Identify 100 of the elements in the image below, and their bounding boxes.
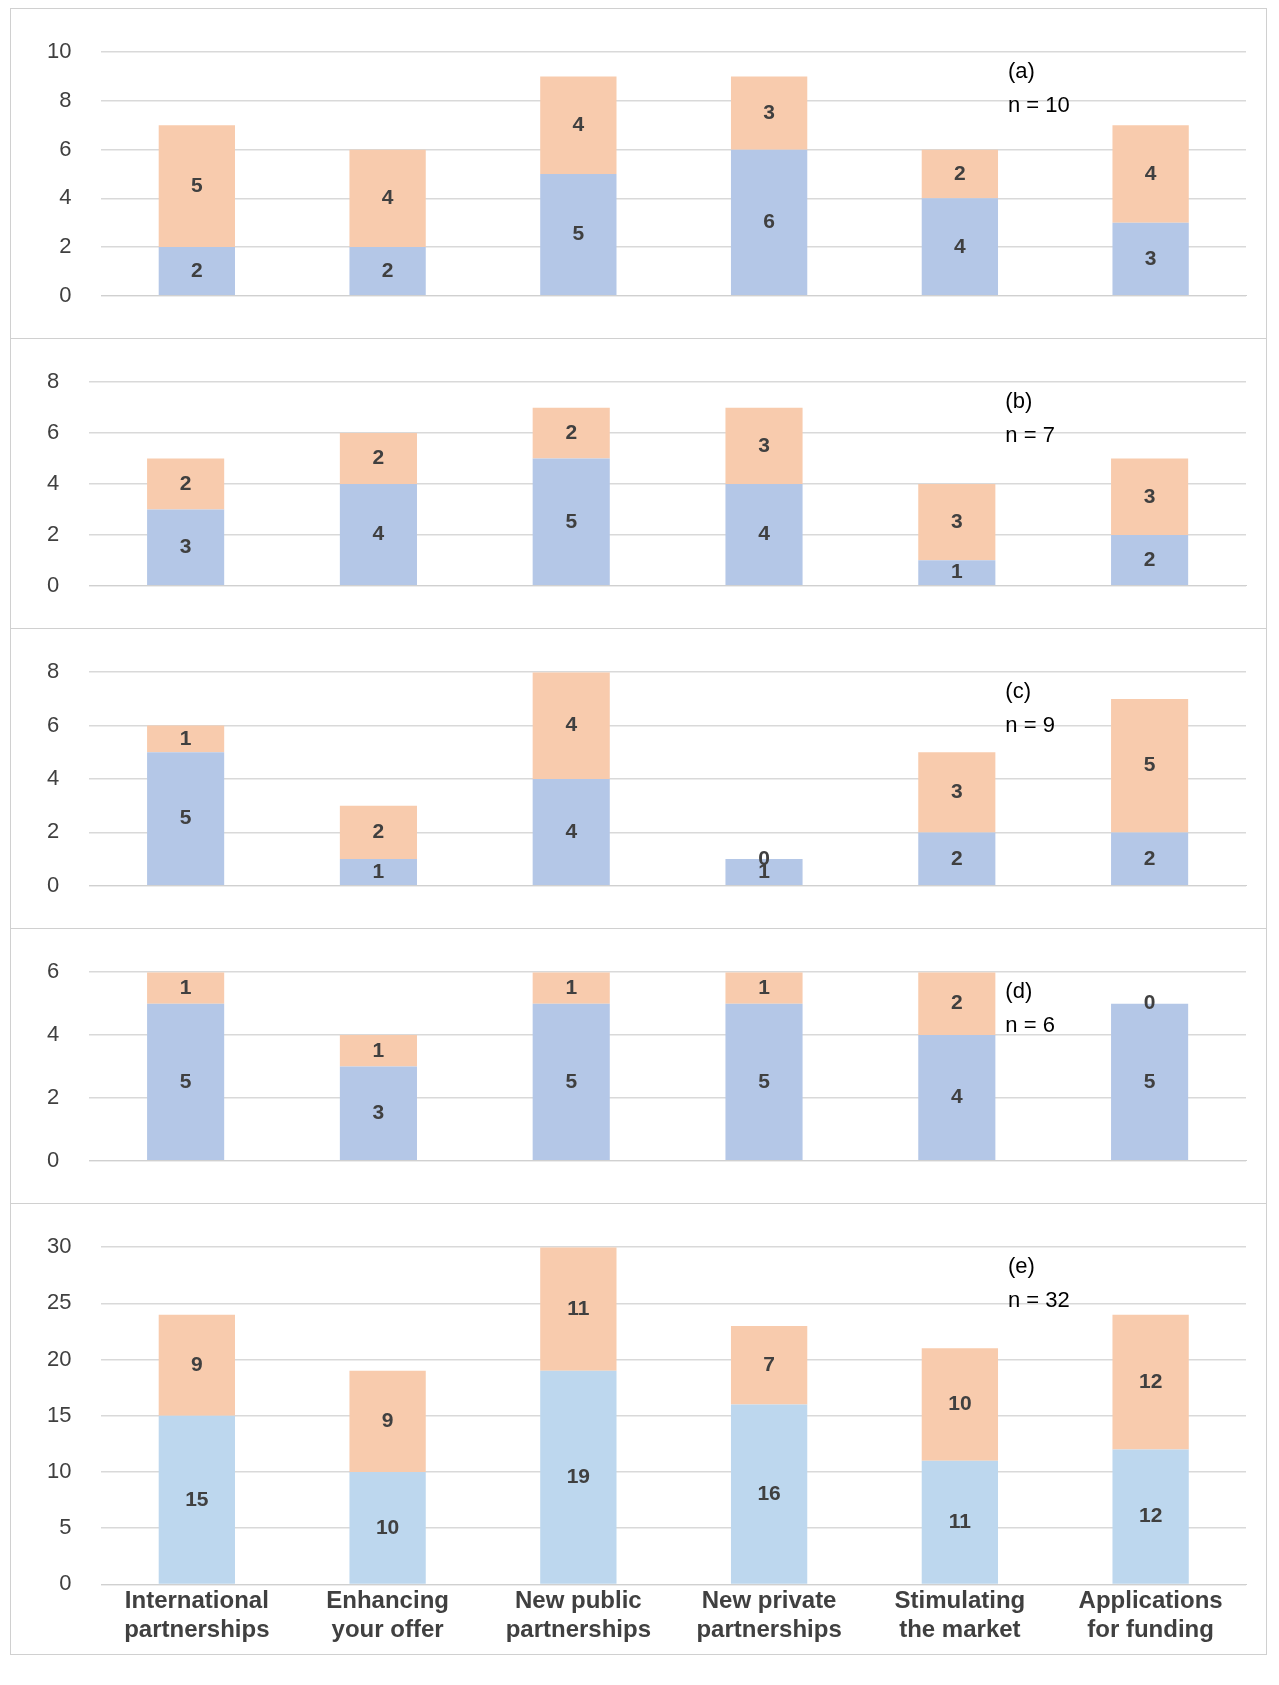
data-label: 12	[1138, 1503, 1163, 1527]
bar	[1112, 222, 1189, 296]
y-tick-label: 30	[46, 1233, 72, 1259]
data-label: 4	[565, 818, 578, 842]
data-label: 2	[1143, 546, 1156, 570]
x-tick-label: Applications for funding	[1078, 1586, 1223, 1643]
bar	[532, 407, 610, 459]
bar	[147, 509, 225, 586]
bar	[1112, 1314, 1189, 1450]
data-label: 4	[381, 185, 394, 209]
data-label: 5	[572, 221, 585, 245]
y-tick-label: 2	[46, 1084, 60, 1109]
bar	[339, 859, 417, 886]
x-tick-label: New public partnerships	[505, 1586, 652, 1643]
y-tick-label: 10	[46, 1458, 72, 1484]
bar	[1111, 832, 1189, 886]
data-label: 10	[375, 1514, 400, 1538]
data-label: 4	[372, 521, 385, 545]
bar	[725, 1003, 803, 1161]
annotation: (a)	[1008, 58, 1035, 84]
data-label: 3	[758, 432, 770, 456]
bar	[730, 76, 808, 150]
data-label: 1	[179, 974, 192, 998]
data-label: 0	[1143, 990, 1156, 1014]
data-label: 2	[372, 445, 385, 469]
data-label: 2	[950, 990, 963, 1014]
y-tick-label: 4	[46, 470, 60, 496]
data-label: 4	[572, 112, 585, 136]
bar	[921, 1460, 999, 1584]
y-tick-label: 6	[46, 419, 60, 445]
data-label: 2	[1143, 845, 1156, 869]
y-tick-label: 0	[46, 1146, 60, 1172]
data-label: 2	[372, 819, 385, 843]
y-tick-label: 0	[59, 1570, 72, 1596]
data-label: 2	[950, 845, 963, 869]
data-label: 4	[565, 712, 578, 736]
data-label: 15	[185, 1486, 209, 1510]
y-tick-label: 0	[46, 871, 60, 897]
bar	[730, 1404, 808, 1584]
annotation: n = 7	[1005, 422, 1055, 448]
data-label: 1	[179, 725, 192, 749]
data-label: 5	[1143, 752, 1156, 776]
bar	[918, 832, 996, 886]
bar	[339, 484, 417, 586]
x-tick-label: Stimulating the market	[894, 1586, 1026, 1643]
data-label: 3	[1144, 245, 1157, 269]
y-tick-label: 8	[59, 86, 72, 112]
bar	[349, 149, 426, 248]
bar	[147, 725, 225, 753]
data-label: 5	[179, 1068, 192, 1092]
y-tick-label: 5	[59, 1514, 72, 1540]
y-tick-label: 4	[59, 184, 72, 210]
bar	[918, 972, 996, 1036]
bar	[532, 779, 610, 886]
data-label: 5	[191, 172, 203, 196]
data-label: 6	[763, 209, 775, 233]
bar	[158, 1314, 235, 1416]
annotation: (d)	[1005, 978, 1033, 1004]
bar	[339, 1066, 417, 1161]
y-tick-label: 2	[46, 818, 60, 844]
data-label: 3	[763, 99, 775, 123]
bar	[730, 149, 808, 296]
data-label: 9	[381, 1408, 394, 1432]
data-label: 16	[757, 1480, 781, 1504]
bar	[921, 198, 999, 296]
data-label: 5	[758, 1068, 771, 1092]
bar	[1111, 698, 1189, 833]
x-tick-label: New private partnerships	[696, 1586, 842, 1643]
bar	[339, 1035, 417, 1067]
bar	[1112, 125, 1189, 223]
bar	[540, 1370, 617, 1584]
data-label: 1	[950, 559, 963, 583]
bar	[147, 752, 225, 886]
annotation: (c)	[1005, 678, 1032, 704]
data-label: 7	[763, 1352, 775, 1376]
y-tick-label: 15	[46, 1401, 72, 1427]
data-label: 10	[948, 1391, 972, 1415]
data-label: 5	[1143, 1068, 1156, 1092]
data-label: 11	[948, 1509, 972, 1532]
data-label: 2	[179, 470, 192, 494]
data-label: 3	[1143, 483, 1156, 507]
data-label: 5	[565, 1068, 578, 1092]
bar	[918, 1035, 996, 1161]
annotation: n = 32	[1008, 1287, 1070, 1313]
data-label: 4	[1144, 160, 1157, 184]
bar	[725, 407, 803, 484]
data-label: 2	[954, 160, 966, 184]
data-label: 11	[567, 1295, 590, 1319]
data-label: 3	[950, 779, 963, 803]
bar	[1111, 534, 1189, 586]
annotation: n = 9	[1005, 712, 1055, 738]
data-label: 3	[179, 534, 192, 558]
annotation: (e)	[1008, 1253, 1035, 1279]
bar	[540, 1247, 617, 1371]
bar	[532, 972, 610, 1004]
bar	[158, 1415, 235, 1584]
bar	[349, 1370, 426, 1472]
data-label: 1	[372, 858, 385, 882]
data-label: 3	[950, 508, 963, 532]
y-tick-label: 6	[46, 711, 60, 737]
